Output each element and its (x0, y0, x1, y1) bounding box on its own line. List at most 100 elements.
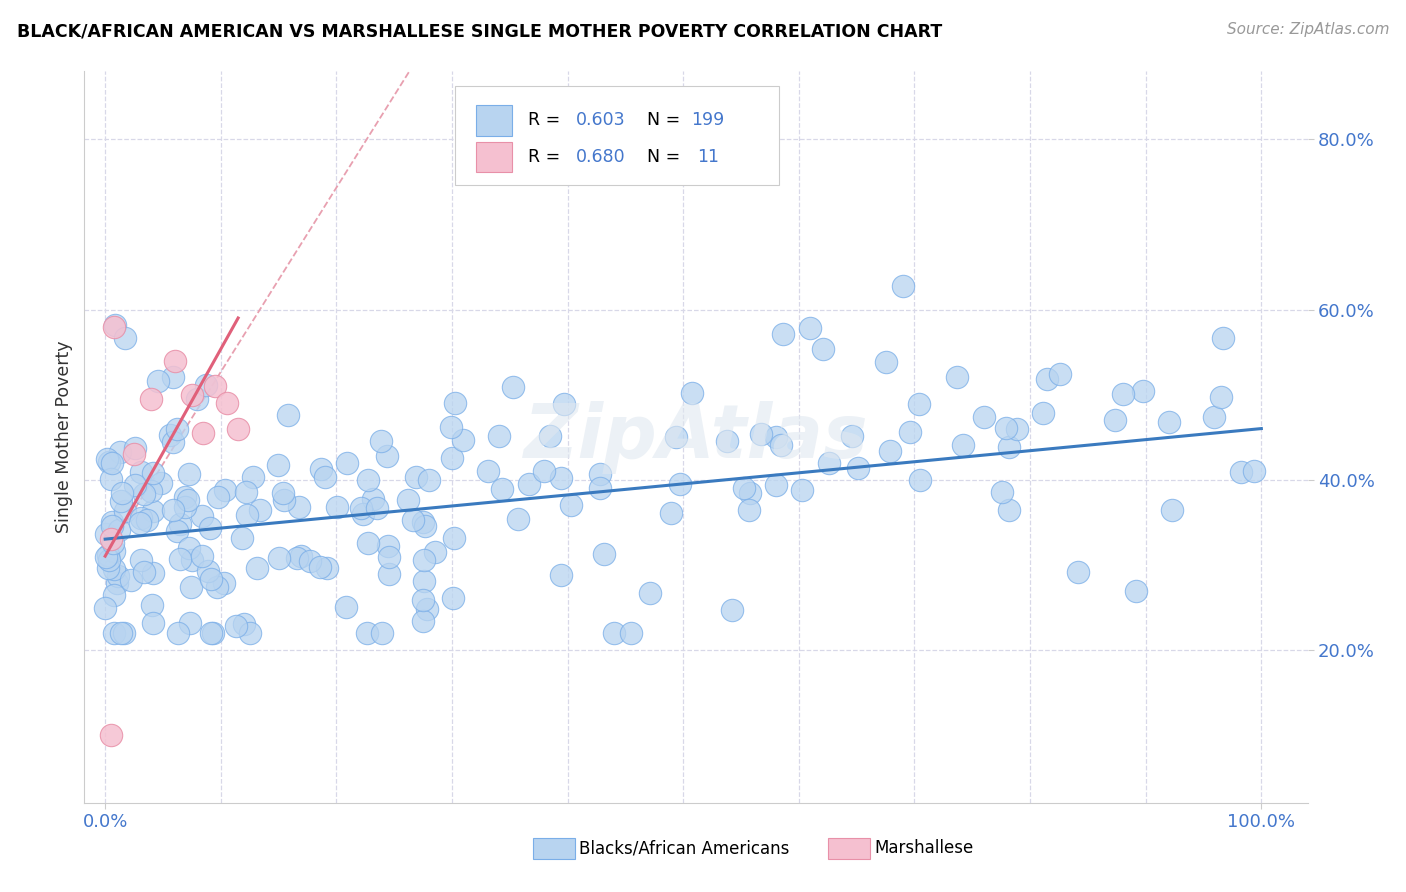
Point (101, 516, 124, 530)
Point (111, 485, 134, 500)
Text: BLACK/AFRICAN AMERICAN VS MARSHALLESE SINGLE MOTHER POVERTY CORRELATION CHART: BLACK/AFRICAN AMERICAN VS MARSHALLESE SI… (17, 22, 942, 40)
Point (439, 420, 461, 434)
Point (356, 625, 378, 640)
Point (142, 566, 165, 580)
Point (180, 580, 202, 594)
Text: ZipAtlas: ZipAtlas (523, 401, 869, 474)
Point (538, 429, 561, 443)
Text: 0.603: 0.603 (576, 112, 626, 129)
Point (271, 486, 294, 500)
Point (174, 490, 197, 504)
Point (94, 600, 117, 615)
Point (122, 447, 145, 461)
Point (738, 503, 761, 517)
Point (97, 561, 120, 575)
Point (638, 586, 661, 600)
Point (129, 511, 152, 525)
Point (180, 387, 202, 401)
Point (166, 524, 188, 538)
Point (443, 531, 465, 545)
Point (114, 504, 136, 518)
Point (1049, 367, 1071, 381)
Point (879, 443, 901, 458)
Point (266, 458, 288, 473)
Point (314, 470, 336, 484)
Point (96, 451, 118, 466)
Point (200, 625, 222, 640)
Point (440, 451, 463, 466)
Point (589, 467, 612, 481)
Text: 0.680: 0.680 (576, 148, 626, 166)
Point (233, 617, 256, 632)
Text: 11: 11 (697, 148, 720, 166)
Point (560, 498, 582, 512)
Point (124, 477, 146, 491)
Text: Marshallese: Marshallese (875, 839, 974, 857)
Point (207, 490, 229, 504)
Point (488, 429, 510, 443)
Point (1209, 390, 1232, 404)
Point (198, 521, 221, 535)
Point (191, 549, 214, 564)
Point (506, 512, 529, 526)
Point (669, 477, 692, 491)
Point (991, 485, 1014, 500)
Point (139, 483, 162, 498)
Point (444, 396, 467, 410)
Point (973, 409, 995, 424)
Point (749, 426, 772, 441)
Point (846, 461, 869, 475)
Point (413, 553, 436, 567)
Bar (475, 142, 513, 172)
Point (110, 494, 132, 508)
Point (94, 550, 117, 565)
Point (799, 321, 821, 335)
Point (361, 491, 384, 506)
Point (103, 562, 125, 576)
Point (659, 506, 682, 520)
Point (1132, 384, 1154, 398)
Point (225, 619, 247, 633)
Point (603, 625, 626, 640)
Point (141, 392, 163, 406)
Point (502, 380, 524, 394)
Point (131, 552, 153, 566)
Point (765, 477, 787, 491)
Point (215, 396, 238, 410)
Point (104, 318, 127, 333)
Point (402, 513, 425, 527)
Point (110, 625, 132, 640)
Point (335, 600, 357, 615)
Point (1112, 387, 1135, 401)
Point (1066, 565, 1088, 579)
Point (273, 493, 295, 508)
Point (105, 576, 128, 591)
Point (908, 474, 931, 488)
Point (413, 574, 436, 588)
Point (891, 278, 914, 293)
Point (441, 591, 464, 606)
Point (412, 515, 434, 529)
Point (415, 519, 437, 533)
Point (166, 422, 188, 436)
Point (357, 536, 380, 550)
Bar (475, 105, 513, 136)
Point (418, 473, 440, 487)
Point (1125, 584, 1147, 599)
Point (740, 486, 762, 500)
Point (112, 625, 135, 640)
Point (169, 552, 191, 566)
Point (186, 392, 208, 407)
Point (908, 397, 931, 411)
Point (1157, 415, 1180, 429)
Point (1104, 413, 1126, 427)
Point (162, 369, 184, 384)
Point (952, 438, 974, 452)
Point (103, 543, 125, 558)
Point (285, 551, 308, 566)
Point (103, 535, 125, 549)
Point (721, 603, 744, 617)
Point (309, 462, 332, 476)
Point (135, 513, 157, 527)
Point (100, 472, 122, 486)
